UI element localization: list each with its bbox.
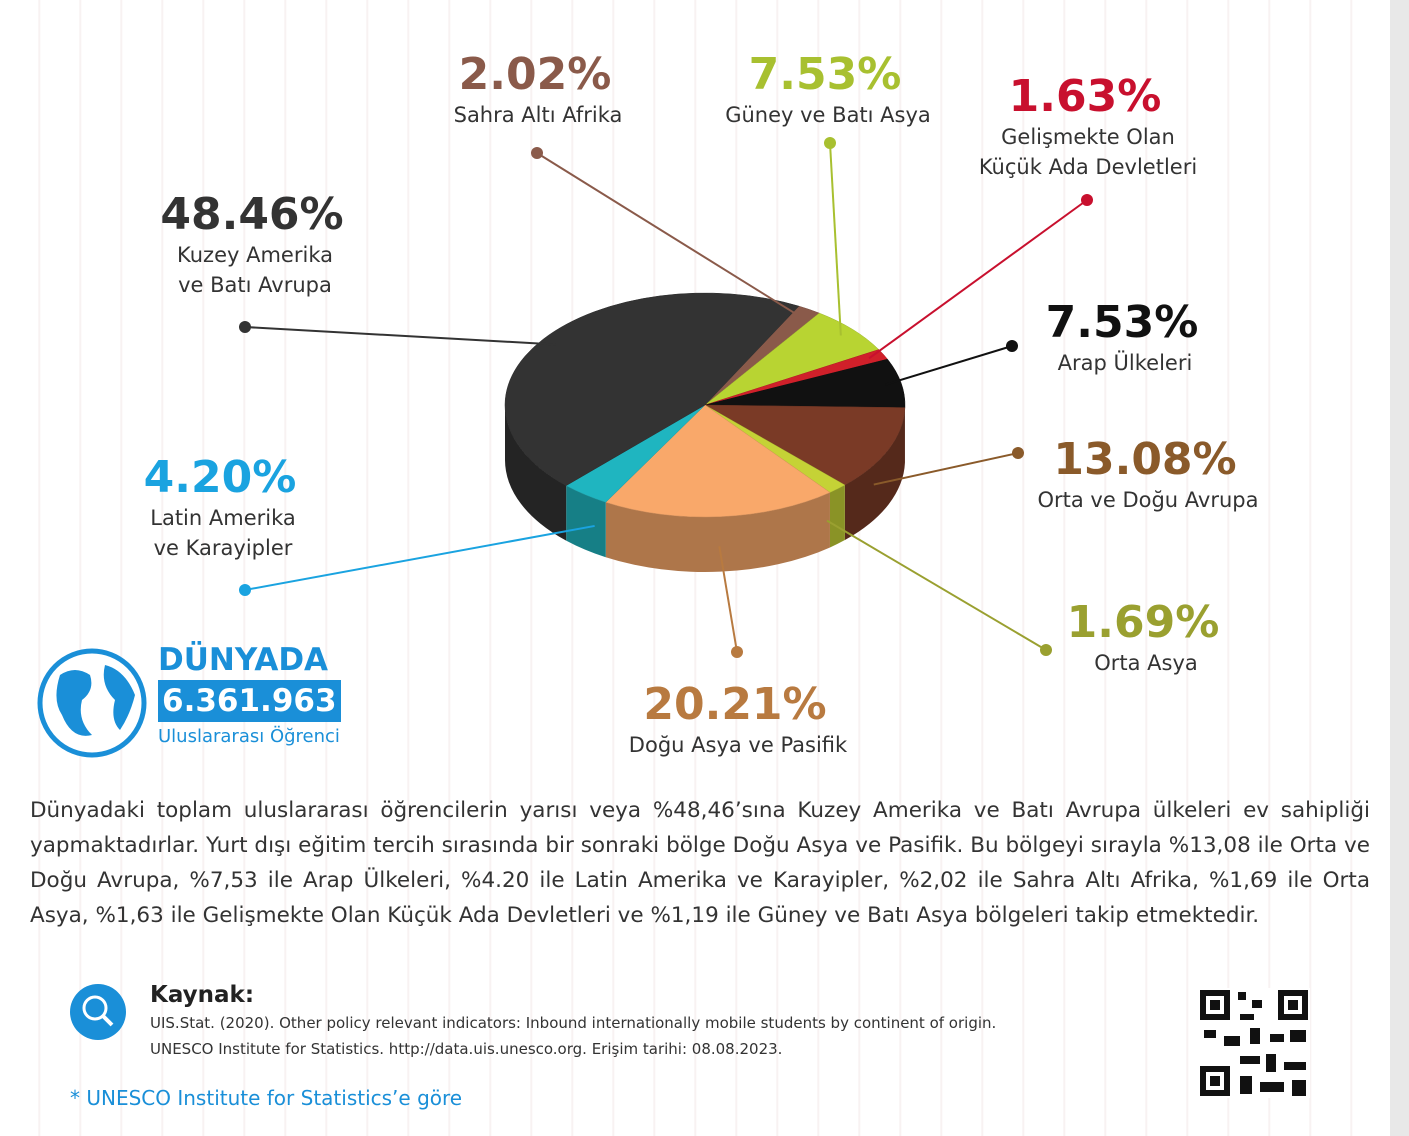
pie-slice: [605, 404, 831, 518]
leader-line: [244, 326, 557, 346]
leader-dot: [1006, 340, 1018, 352]
pie-side: [566, 485, 606, 558]
leader-dot: [824, 137, 836, 149]
leader-dot: [239, 321, 251, 333]
pie-tops: [504, 292, 906, 518]
leader-line: [885, 345, 1013, 386]
slice-category-label: Sahra Altı Afrika: [453, 103, 623, 127]
leader-line: [244, 524, 595, 591]
scroll-strip: [1390, 0, 1409, 1136]
info-number: 6.361.963: [158, 680, 341, 722]
slice-category-label: Doğu Asya ve Pasifik: [628, 733, 848, 757]
info-subtitle: Uluslararası Öğrenci: [158, 726, 340, 747]
pie-side: [605, 492, 830, 573]
slice-value-label: 7.53%: [1045, 297, 1199, 348]
pie-sides: [505, 405, 905, 573]
source-title: Kaynak:: [150, 982, 255, 1008]
pie-side: [505, 405, 567, 541]
leader-dot: [1040, 644, 1052, 656]
slice-value-label: 2.02%: [458, 49, 612, 100]
slice-value-label: 48.46%: [160, 189, 344, 240]
search-icon: [70, 984, 126, 1040]
globe-icon: [37, 648, 147, 758]
slice-value-label: 13.08%: [1053, 434, 1237, 485]
source-line: UNESCO Institute for Statistics. http://…: [150, 1040, 783, 1058]
info-title: DÜNYADA: [158, 642, 329, 678]
leader-line: [536, 152, 802, 318]
slice-value-label: 7.53%: [748, 49, 902, 100]
leader-dot: [1012, 447, 1024, 459]
slice-category-label: Latin Amerika ve Karayipler: [150, 506, 296, 560]
leader-dot: [531, 147, 543, 159]
leader-line: [826, 519, 1047, 651]
footnote: * UNESCO Institute for Statistics’e göre: [70, 1086, 463, 1110]
pie-slice: [704, 404, 906, 486]
slice-category-label: Arap Ülkeleri: [1057, 351, 1193, 375]
leader-line: [873, 452, 1019, 486]
slice-value-label: 1.63%: [1008, 71, 1162, 122]
leader-dot: [731, 646, 743, 658]
pie-side: [829, 485, 845, 548]
slice-value-label: 4.20%: [143, 452, 297, 503]
paragraph: Dünyadaki toplam uluslararası öğrenciler…: [30, 798, 1370, 928]
pie-side: [844, 407, 905, 541]
source-line: UIS.Stat. (2020). Other policy relevant …: [150, 1014, 997, 1032]
qr-code: [1198, 988, 1310, 1098]
slice-value-label: 1.69%: [1066, 597, 1220, 648]
leader-line: [829, 142, 842, 336]
pie-slice: [504, 292, 800, 486]
slice-category-label: Gelişmekte Olan Küçük Ada Devletleri: [978, 125, 1198, 179]
slice-category-label: Orta ve Doğu Avrupa: [1037, 488, 1259, 512]
leader-dot: [239, 584, 251, 596]
slice-category-label: Orta Asya: [1094, 651, 1198, 675]
leader-dot: [1081, 194, 1093, 206]
leader-line: [868, 199, 1088, 360]
leader-line: [718, 546, 738, 653]
slice-value-label: 20.21%: [643, 679, 827, 730]
slice-category-label: Kuzey Amerika ve Batı Avrupa: [177, 243, 333, 297]
slice-category-label: Güney ve Batı Asya: [725, 103, 931, 127]
leaders: [239, 137, 1093, 658]
